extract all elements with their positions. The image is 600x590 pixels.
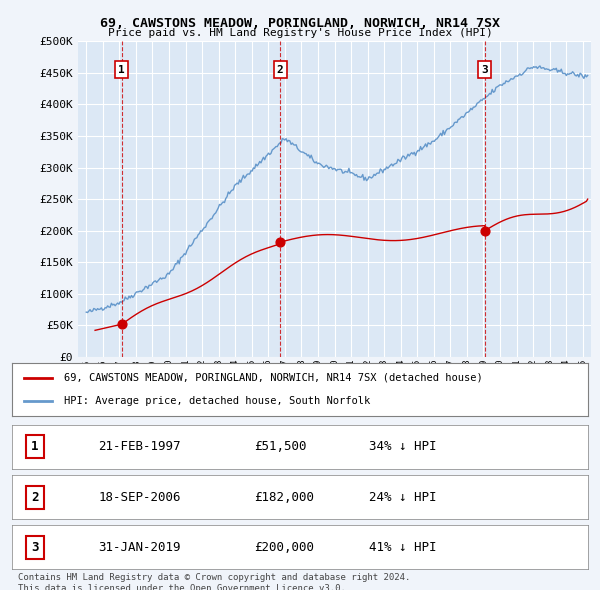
Point (480, 226, 490, 235)
Text: 34% ↓ HPI: 34% ↓ HPI (369, 440, 437, 454)
Text: 41% ↓ HPI: 41% ↓ HPI (369, 540, 437, 554)
Text: 24% ↓ HPI: 24% ↓ HPI (369, 490, 437, 504)
Text: 3: 3 (481, 65, 488, 75)
Text: 18-SEP-2006: 18-SEP-2006 (98, 490, 181, 504)
Text: 69, CAWSTONS MEADOW, PORINGLAND, NORWICH, NR14 7SX: 69, CAWSTONS MEADOW, PORINGLAND, NORWICH… (100, 17, 500, 30)
Text: 2: 2 (31, 490, 39, 504)
Text: HPI: Average price, detached house, South Norfolk: HPI: Average price, detached house, Sout… (64, 396, 370, 406)
Point (117, 320, 127, 329)
Text: £51,500: £51,500 (254, 440, 307, 454)
Text: 21-FEB-1997: 21-FEB-1997 (98, 440, 181, 454)
Point (275, 237, 285, 247)
Text: Price paid vs. HM Land Registry's House Price Index (HPI): Price paid vs. HM Land Registry's House … (107, 28, 493, 38)
Text: 31-JAN-2019: 31-JAN-2019 (98, 540, 181, 554)
Text: £200,000: £200,000 (254, 540, 314, 554)
Text: 1: 1 (118, 65, 125, 75)
Text: £182,000: £182,000 (254, 490, 314, 504)
Text: 3: 3 (31, 540, 39, 554)
Text: 1: 1 (31, 440, 39, 454)
Text: 2: 2 (277, 65, 284, 75)
Text: 69, CAWSTONS MEADOW, PORINGLAND, NORWICH, NR14 7SX (detached house): 69, CAWSTONS MEADOW, PORINGLAND, NORWICH… (64, 373, 482, 383)
Text: Contains HM Land Registry data © Crown copyright and database right 2024.
This d: Contains HM Land Registry data © Crown c… (18, 573, 410, 590)
